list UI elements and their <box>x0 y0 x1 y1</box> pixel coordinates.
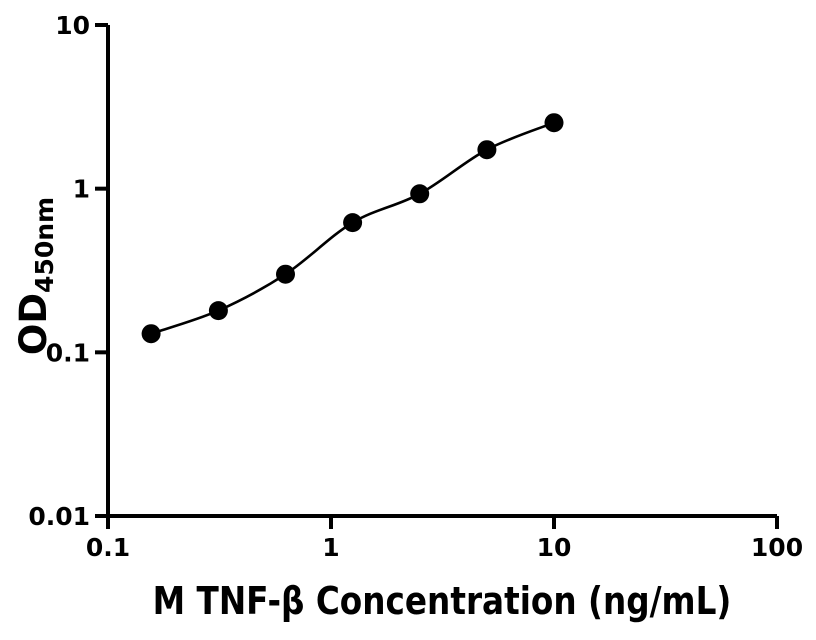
x-axis-title: M TNF-β Concentration (ng/mL) <box>153 582 732 620</box>
x-axis-title-text: M TNF-β Concentration (ng/mL) <box>152 579 732 623</box>
y-tick-label: 10 <box>55 11 90 40</box>
x-tick-label: 100 <box>751 533 803 562</box>
y-axis-title-subscript: 450nm <box>30 196 59 293</box>
data-point-marker <box>276 264 295 284</box>
x-tick-label: 1 <box>322 533 339 562</box>
y-tick-label: 0.1 <box>46 338 90 367</box>
x-tick-label: 10 <box>537 533 572 562</box>
y-axis-title-main: OD <box>12 292 55 356</box>
data-point-marker <box>343 213 363 233</box>
data-point-marker <box>410 184 430 204</box>
data-point-marker <box>141 324 161 344</box>
axis-spine <box>106 25 777 518</box>
data-point-marker <box>544 113 564 133</box>
y-tick-label: 0.01 <box>28 502 90 531</box>
x-tick-label: 0.1 <box>86 533 130 562</box>
y-tick-label: 1 <box>73 175 90 204</box>
y-axis-title: OD450nm <box>12 196 59 356</box>
data-point-marker <box>477 140 497 160</box>
data-point-marker <box>208 301 228 321</box>
